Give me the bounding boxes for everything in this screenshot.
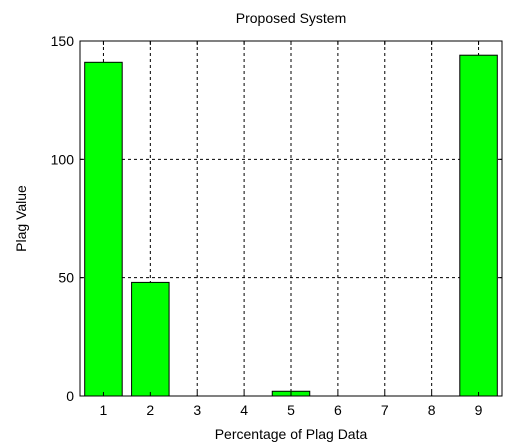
bars: [84, 54, 498, 397]
bar: [84, 61, 123, 397]
y-tick-label: 0: [66, 388, 74, 404]
x-tick-label: 3: [193, 402, 201, 418]
bar: [459, 54, 498, 397]
x-tick-label: 9: [475, 402, 483, 418]
y-tick-label: 150: [51, 33, 75, 49]
x-tick-label: 8: [428, 402, 436, 418]
y-tick-label: 100: [51, 151, 75, 167]
x-tick-label: 5: [287, 402, 295, 418]
x-tick-label: 1: [100, 402, 108, 418]
x-tick-label: 7: [381, 402, 389, 418]
x-tick-label: 6: [334, 402, 342, 418]
y-tick-label: 50: [58, 270, 74, 286]
x-tick-label: 4: [240, 402, 248, 418]
tick-labels: 1 2 3 4 5 6 7 8 9 0 50 100 150: [51, 33, 483, 418]
plot-frame: [79, 40, 503, 397]
y-axis-label: Plag Value: [13, 185, 29, 252]
x-tick-label: 2: [146, 402, 154, 418]
bar: [131, 281, 170, 397]
x-axis-label: Percentage of Plag Data: [215, 426, 368, 442]
chart-title: Proposed System: [236, 10, 347, 26]
